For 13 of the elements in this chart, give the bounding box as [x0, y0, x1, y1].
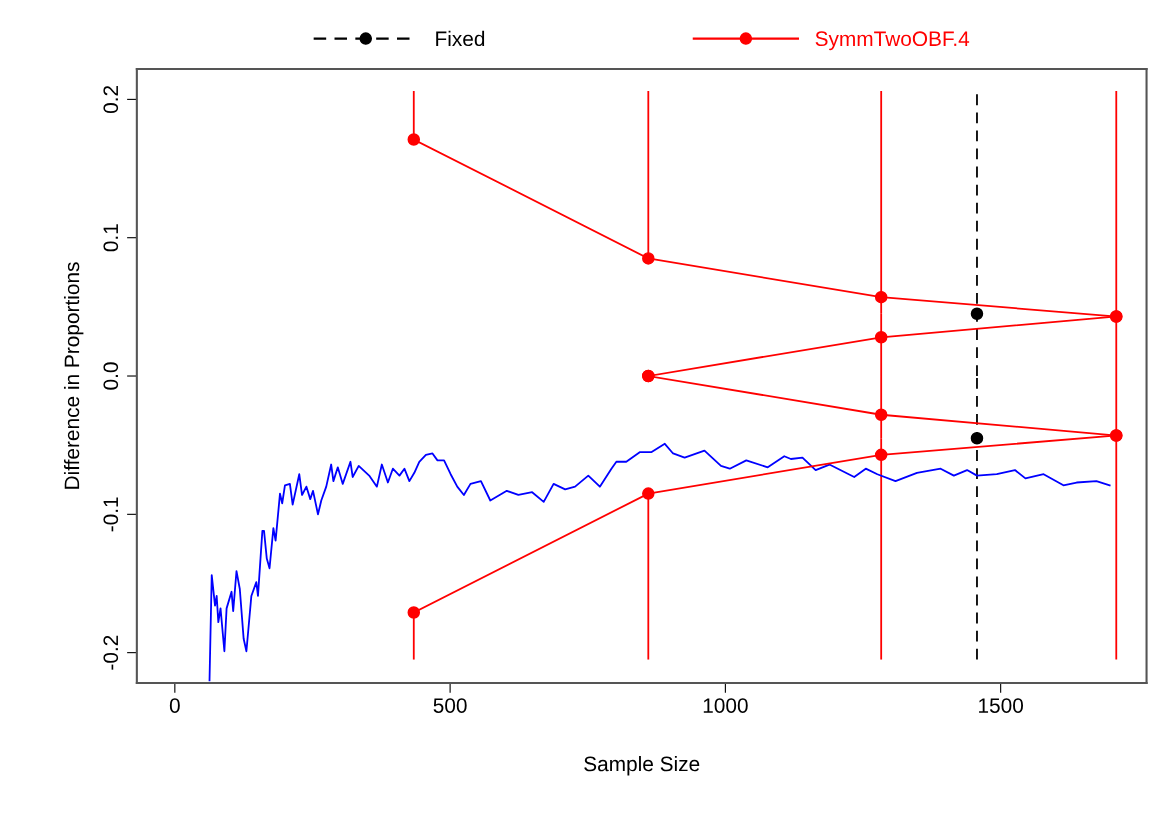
y-axis-title: Difference in Proportions [63, 262, 84, 489]
text: Fixed [436, 30, 485, 47]
y-tick-label: 0.1 [103, 224, 119, 252]
text: SymmTwoOBF.4 [815, 31, 970, 51]
y-tick-label: 0.2 [103, 85, 119, 114]
x-tick-label: 1500 [979, 698, 1024, 713]
x-axis-title: Sample Size [584, 755, 700, 776]
x-tick-label: 1000 [703, 698, 748, 713]
x-tick-label: 500 [433, 698, 467, 713]
y-tick-label: -0.1 [103, 497, 119, 532]
x-tick-label: 0 [169, 698, 180, 713]
y-tick-label: 0.0 [103, 362, 119, 390]
y-tick-label: -0.2 [103, 635, 119, 670]
